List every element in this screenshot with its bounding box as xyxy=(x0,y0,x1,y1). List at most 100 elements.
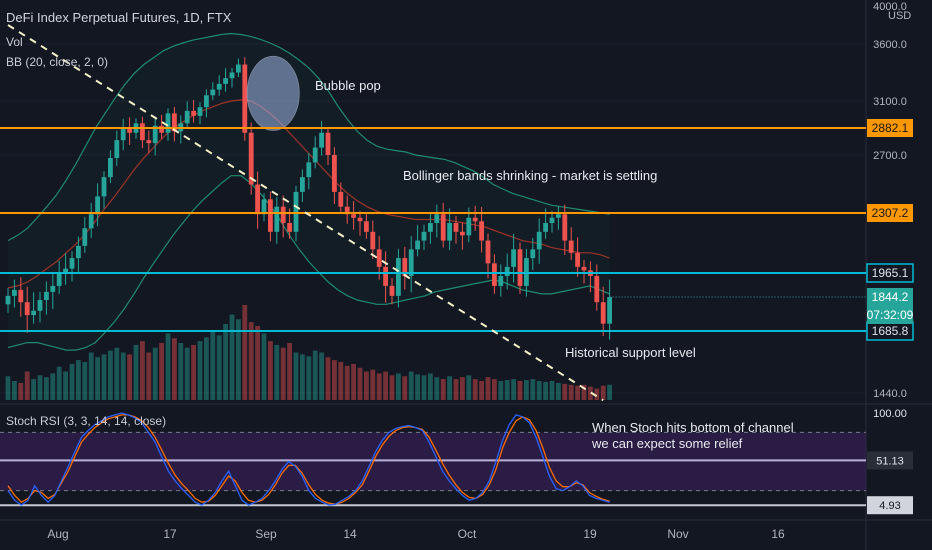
x-tick-label: Nov xyxy=(667,527,688,541)
candle-body xyxy=(216,83,222,90)
candle-body xyxy=(325,132,331,155)
volume-bar xyxy=(498,381,504,400)
candle-body xyxy=(421,231,427,241)
currency-label: USD xyxy=(888,10,912,22)
volume-bar xyxy=(76,360,81,400)
candle-body xyxy=(408,249,414,276)
volume-bar xyxy=(460,377,465,400)
stoch-annotation: When Stoch hits bottom of channel we can… xyxy=(592,420,794,451)
volume-bar xyxy=(396,373,401,400)
chart-title: DeFi Index Perpetual Futures, 1D, FTX xyxy=(6,10,232,25)
volume-bar xyxy=(5,376,11,400)
volume-bar xyxy=(159,343,164,400)
candle-body xyxy=(101,177,107,197)
volume-bar xyxy=(133,344,139,400)
volume-bar xyxy=(44,377,49,400)
volume-bar xyxy=(562,383,568,400)
candle-body xyxy=(498,275,504,286)
volume-bar xyxy=(18,382,24,400)
candle-body xyxy=(76,245,81,259)
volume-bar xyxy=(440,379,446,400)
volume-bar xyxy=(56,366,62,400)
volume-bar xyxy=(492,379,497,400)
volume-bar xyxy=(127,354,132,400)
stoch-rsi-pane xyxy=(0,412,866,507)
y-tick-label: 3100.0 xyxy=(873,96,907,108)
candle-body xyxy=(332,155,337,192)
x-tick-label: Sep xyxy=(255,527,277,541)
volume-bar xyxy=(293,352,299,400)
candle-body xyxy=(197,107,203,116)
candle-body xyxy=(319,132,324,148)
candle-body xyxy=(402,258,408,276)
candle-body xyxy=(396,258,401,296)
volume-bar xyxy=(274,344,280,400)
candle-body xyxy=(357,217,363,222)
candle-body xyxy=(242,64,248,133)
candle-body xyxy=(492,263,497,286)
candle-body xyxy=(607,297,612,324)
candle-body xyxy=(210,89,216,96)
candle-body xyxy=(152,125,158,144)
candle-body xyxy=(460,231,465,236)
support-annotation: Historical support level xyxy=(565,345,696,360)
candle-body xyxy=(485,240,491,264)
volume-bar xyxy=(120,352,126,400)
volume-bar xyxy=(581,384,587,400)
volume-bar xyxy=(453,379,459,400)
candle-body xyxy=(600,302,606,324)
candle-body xyxy=(261,199,267,215)
candle-body xyxy=(556,214,561,218)
volume-bar xyxy=(197,341,203,400)
level-tag xyxy=(867,204,913,222)
stoch-tick-label: 100.00 xyxy=(873,408,907,420)
candle-body xyxy=(293,191,299,232)
volume-bar xyxy=(184,347,190,400)
candle-body xyxy=(517,249,523,286)
stoch-tick-label: 51.13 xyxy=(876,455,904,467)
candle-body xyxy=(466,217,472,236)
candle-body xyxy=(440,214,446,241)
level-label: 2882.1 xyxy=(872,121,909,135)
y-tick-label: 2700.0 xyxy=(873,150,907,162)
volume-bar xyxy=(204,337,209,400)
candle-body xyxy=(274,206,280,232)
candle-body xyxy=(12,289,17,296)
volume-bar xyxy=(31,379,36,400)
volume-bar xyxy=(229,314,235,400)
candle-body xyxy=(159,125,164,133)
candle-body xyxy=(204,95,209,108)
candle-body xyxy=(18,289,24,303)
last-price-label: 1844.2 xyxy=(872,290,909,304)
candle-body xyxy=(300,177,305,192)
candle-body xyxy=(268,199,273,232)
volume-bar xyxy=(12,381,17,400)
x-tick-label: Aug xyxy=(47,527,68,541)
bb-upper-line xyxy=(7,32,610,242)
volume-bar xyxy=(415,374,420,400)
volume-bar xyxy=(261,333,267,400)
x-tick-label: 17 xyxy=(163,527,177,541)
x-tick-label: 14 xyxy=(343,527,357,541)
candle-body xyxy=(69,258,75,269)
volume-bar xyxy=(306,356,312,400)
volume-bar xyxy=(319,352,324,400)
candle-body xyxy=(344,206,350,215)
volume-bar xyxy=(575,385,580,400)
level-label: 1965.1 xyxy=(872,266,909,280)
volume-bar xyxy=(210,331,216,400)
candle-body xyxy=(338,191,344,207)
candle-body xyxy=(280,206,286,224)
countdown-label: 07:32:09 xyxy=(867,308,914,322)
candle-body xyxy=(453,223,459,232)
volume-bar xyxy=(543,381,548,400)
candle-body xyxy=(184,110,190,124)
volume-bar xyxy=(607,384,612,400)
stoch-tick-label: 4.93 xyxy=(879,500,900,512)
volume-bar xyxy=(383,371,388,400)
volume-bar xyxy=(485,377,491,400)
volume-bar xyxy=(357,367,363,400)
candle-body xyxy=(312,147,318,163)
volume-bar xyxy=(69,363,75,400)
